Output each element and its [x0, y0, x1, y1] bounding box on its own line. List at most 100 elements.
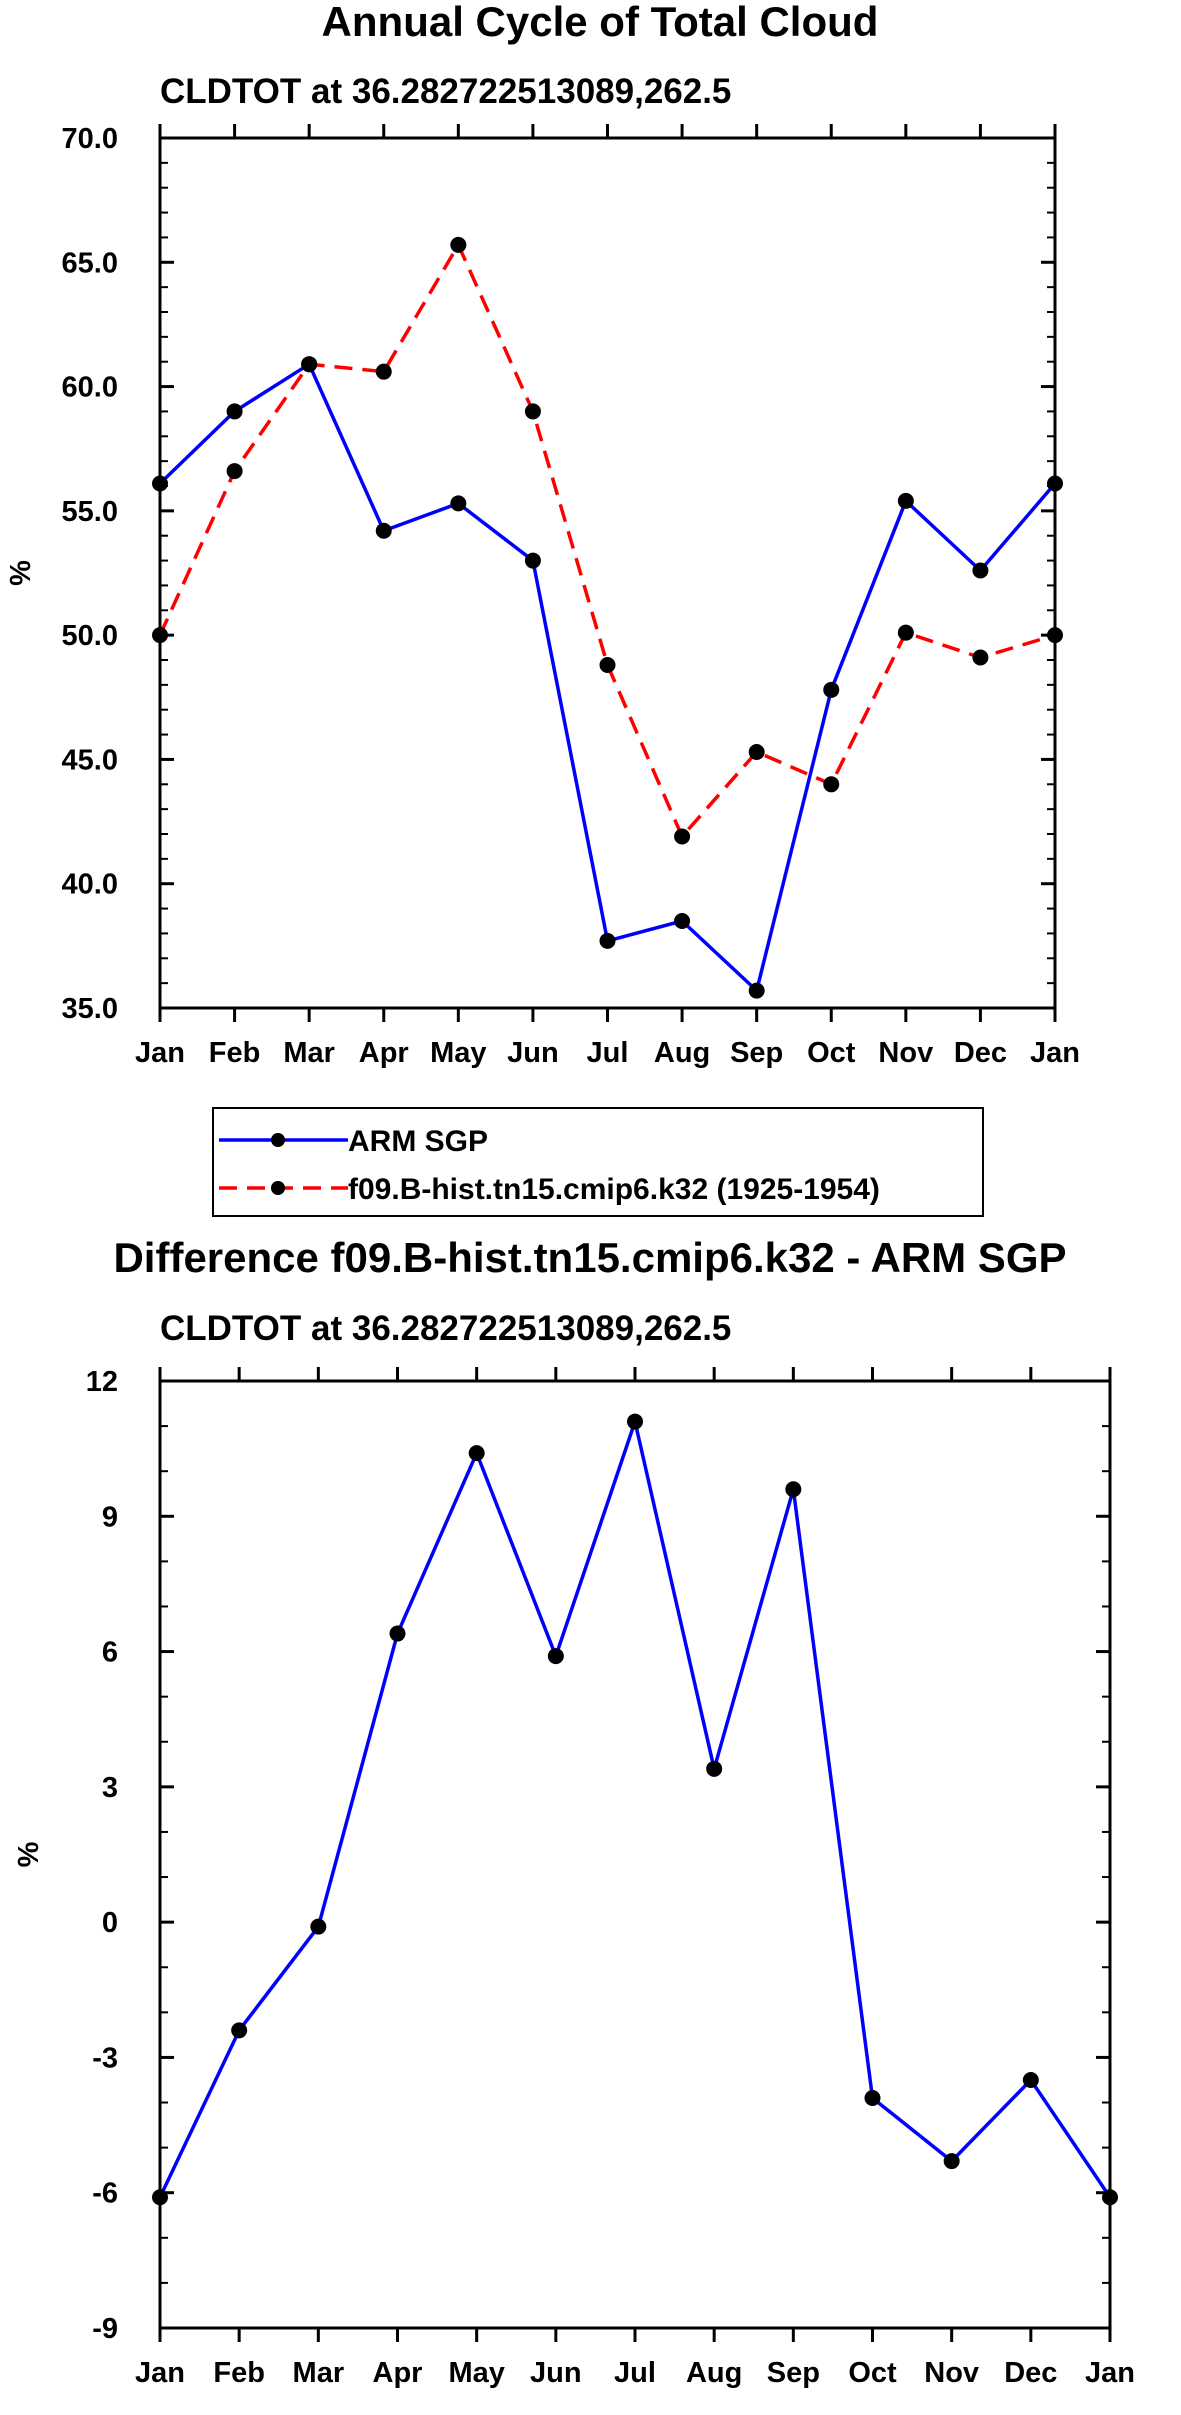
y-tick-label: 40.0 [62, 869, 118, 901]
data-point [226, 463, 243, 480]
y-axis-label: % [5, 560, 37, 586]
series-group [152, 1413, 1118, 2206]
data-point [674, 913, 691, 929]
legend-label-arm-sgp: ARM SGP [348, 1125, 488, 1158]
y-tick-labels: -9 -6 -3 0 3 6 9 12 [86, 1366, 118, 2345]
x-tick-labels: Jan Feb Mar Apr May Jun Jul Aug Sep Oct Nov Dec Jan [135, 2357, 1135, 2389]
data-point [310, 1918, 327, 1935]
plot-frame [158, 1379, 1112, 2330]
data-point [706, 1760, 723, 1777]
minor-ticks [160, 1380, 1110, 2329]
data-point [943, 2153, 960, 2170]
y-tick-label: 60.0 [62, 372, 118, 404]
data-point [674, 828, 691, 845]
series-line [158, 362, 1057, 993]
y-tick-label: 55.0 [62, 496, 118, 528]
x-tick-label: May [448, 2357, 504, 2389]
data-point [897, 492, 914, 509]
x-tick-label: Dec [1004, 2357, 1057, 2389]
x-tick-label: Jan [1030, 1037, 1080, 1069]
data-point [468, 1445, 485, 1462]
data-point [375, 522, 392, 539]
data-point [823, 776, 840, 793]
y-tick-label: 9 [102, 1501, 118, 1533]
x-tick-label: Jan [135, 1037, 185, 1069]
x-tick-label: Nov [924, 2357, 979, 2389]
x-tick-label: Apr [359, 1037, 409, 1069]
y-tick-label: -6 [92, 2178, 118, 2210]
x-tick-label: Mar [293, 2357, 345, 2389]
x-tick-label: Jan [135, 2357, 185, 2389]
y-tick-label: 50.0 [62, 620, 118, 652]
y-tick-label: 70.0 [62, 123, 118, 155]
x-tick-label: Oct [848, 2357, 897, 2389]
data-point [450, 495, 467, 512]
x-tick-label: May [430, 1037, 486, 1069]
data-point [864, 2090, 881, 2107]
annual-cycle-chart: Annual Cycle of Total Cloud CLDTOT at 36… [5, 0, 1080, 1069]
x-tick-label: Aug [686, 2357, 742, 2389]
series-line [158, 243, 1056, 839]
data-point [599, 932, 616, 949]
data-point [627, 1413, 643, 1430]
x-tick-label: Nov [878, 1037, 933, 1069]
data-point [823, 681, 840, 698]
series-group [152, 236, 1063, 999]
data-point [450, 236, 467, 253]
y-tick-label: 45.0 [62, 744, 118, 776]
data-point [226, 403, 243, 420]
data-point [231, 2022, 248, 2039]
x-tick-label: Dec [954, 1037, 1007, 1069]
difference-chart: Difference f09.B-hist.tn15.cmip6.k32 - A… [13, 1234, 1135, 2389]
plot-frame [158, 136, 1057, 1010]
y-tick-label: 3 [102, 1772, 118, 1804]
x-tick-label: Sep [730, 1037, 783, 1069]
x-tick-label: Aug [654, 1037, 710, 1069]
data-point [972, 562, 989, 579]
chart-subtitle: CLDTOT at 36.282722513089,262.5 [160, 1309, 731, 1348]
y-tick-label: -9 [92, 2313, 118, 2345]
x-tick-label: Jul [614, 2357, 656, 2389]
legend: ARM SGP f09.B-hist.tn15.cmip6.k32 (1925-… [212, 1107, 984, 1217]
x-tick-label: Sep [767, 2357, 820, 2389]
data-point [748, 982, 765, 999]
legend-box [212, 1107, 984, 1217]
chart-subtitle: CLDTOT at 36.282722513089,262.5 [160, 72, 731, 111]
y-tick-label: 65.0 [62, 247, 118, 279]
major-ticks [158, 1367, 1112, 2342]
major-ticks [158, 124, 1057, 1022]
data-point [524, 403, 541, 420]
y-tick-label: 12 [86, 1366, 118, 1398]
x-tick-label: Jul [587, 1037, 629, 1069]
x-tick-label: Oct [807, 1037, 856, 1069]
data-point [301, 356, 318, 373]
data-point [599, 656, 616, 673]
legend-label-model: f09.B-hist.tn15.cmip6.k32 (1925-1954) [348, 1173, 880, 1206]
chart-title: Annual Cycle of Total Cloud [322, 0, 879, 45]
x-tick-label: Jan [1085, 2357, 1135, 2389]
data-point [972, 649, 989, 666]
y-tick-label: 35.0 [62, 993, 118, 1025]
data-point [375, 363, 392, 380]
y-tick-label: -3 [92, 2042, 118, 2074]
y-tick-labels: 35.0 40.0 45.0 50.0 55.0 60.0 65.0 70.0 [62, 123, 118, 1025]
y-tick-label: 6 [102, 1637, 118, 1669]
data-point [748, 743, 765, 760]
minor-ticks [160, 137, 1055, 1009]
data-point [389, 1625, 406, 1642]
data-point [785, 1481, 802, 1498]
x-tick-label: Jun [507, 1037, 559, 1069]
y-tick-label: 0 [102, 1907, 118, 1939]
series-line [158, 1419, 1112, 2199]
x-tick-label: Mar [283, 1037, 335, 1069]
data-point [897, 624, 914, 641]
data-point [1022, 2071, 1039, 2088]
x-tick-label: Apr [373, 2357, 423, 2389]
data-point [524, 552, 541, 569]
data-point [547, 1648, 564, 1665]
x-tick-label: Feb [209, 1037, 261, 1069]
x-tick-label: Feb [213, 2357, 265, 2389]
legend-marker-model [271, 1181, 285, 1195]
x-tick-labels: Jan Feb Mar Apr May Jun Jul Aug Sep Oct Nov Dec Jan [135, 1037, 1080, 1069]
